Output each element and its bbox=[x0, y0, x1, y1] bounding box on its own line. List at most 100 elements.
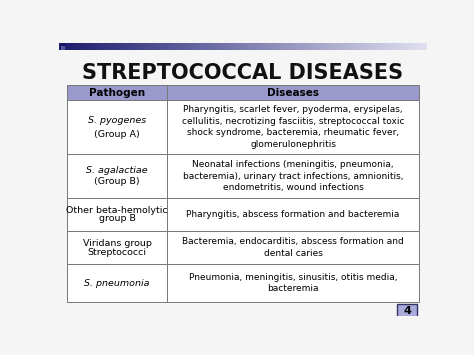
Bar bbox=[320, 41, 323, 50]
Bar bbox=[135, 41, 137, 50]
Bar bbox=[406, 41, 409, 50]
Bar bbox=[384, 41, 387, 50]
Bar bbox=[182, 41, 185, 50]
Bar bbox=[326, 41, 328, 50]
Bar bbox=[67, 264, 167, 302]
Bar bbox=[195, 41, 198, 50]
Bar bbox=[283, 41, 286, 50]
Bar bbox=[167, 100, 419, 154]
Bar bbox=[265, 41, 268, 50]
Bar bbox=[300, 41, 302, 50]
Bar bbox=[67, 100, 167, 154]
Bar bbox=[66, 41, 69, 50]
Bar bbox=[329, 41, 332, 50]
Bar bbox=[322, 41, 325, 50]
Bar bbox=[346, 41, 348, 50]
Bar bbox=[109, 41, 111, 50]
Bar bbox=[359, 41, 361, 50]
Bar bbox=[101, 41, 104, 50]
Bar bbox=[256, 41, 258, 50]
Bar bbox=[61, 41, 64, 50]
Bar bbox=[68, 41, 71, 50]
Bar bbox=[124, 41, 126, 50]
Bar bbox=[82, 41, 84, 50]
Bar bbox=[331, 41, 334, 50]
Bar bbox=[414, 41, 416, 50]
Bar bbox=[291, 41, 293, 50]
Bar bbox=[167, 231, 419, 264]
Bar bbox=[228, 41, 231, 50]
Bar bbox=[179, 41, 181, 50]
Bar bbox=[70, 41, 73, 50]
Bar bbox=[96, 41, 99, 50]
Bar bbox=[133, 41, 136, 50]
Bar bbox=[259, 41, 262, 50]
Bar bbox=[89, 41, 91, 50]
Bar bbox=[287, 41, 290, 50]
Text: Viridans group: Viridans group bbox=[82, 239, 152, 248]
Bar bbox=[156, 41, 159, 50]
Bar bbox=[181, 41, 183, 50]
Bar bbox=[344, 41, 346, 50]
Bar bbox=[164, 41, 166, 50]
Bar bbox=[280, 41, 283, 50]
Bar bbox=[313, 41, 315, 50]
Bar bbox=[72, 41, 75, 50]
Bar bbox=[67, 85, 419, 100]
Text: Pathogen: Pathogen bbox=[89, 88, 145, 98]
Bar bbox=[169, 41, 172, 50]
Bar bbox=[219, 41, 222, 50]
Bar bbox=[357, 41, 359, 50]
Bar bbox=[423, 41, 426, 50]
Bar bbox=[405, 41, 407, 50]
Bar bbox=[67, 231, 167, 264]
Bar bbox=[171, 41, 174, 50]
Text: S. pneumonia: S. pneumonia bbox=[84, 279, 150, 288]
Bar bbox=[184, 41, 187, 50]
Bar bbox=[419, 41, 422, 50]
Bar bbox=[61, 41, 65, 46]
Bar bbox=[338, 41, 341, 50]
Bar bbox=[425, 41, 428, 50]
Text: 4: 4 bbox=[403, 306, 411, 316]
Bar bbox=[80, 41, 82, 50]
Bar bbox=[377, 41, 380, 50]
Bar bbox=[138, 41, 141, 50]
Bar bbox=[193, 41, 196, 50]
Bar bbox=[114, 41, 117, 50]
Bar bbox=[254, 41, 256, 50]
Bar bbox=[167, 264, 419, 302]
Bar bbox=[122, 41, 124, 50]
Bar bbox=[168, 41, 170, 50]
Bar bbox=[416, 41, 418, 50]
Bar bbox=[315, 41, 317, 50]
Bar bbox=[362, 41, 365, 50]
Bar bbox=[98, 41, 100, 50]
Bar bbox=[305, 41, 308, 50]
Bar bbox=[188, 41, 191, 50]
Bar bbox=[177, 41, 180, 50]
Bar bbox=[296, 41, 299, 50]
Bar bbox=[105, 41, 108, 50]
Text: S. pyogenes: S. pyogenes bbox=[88, 116, 146, 125]
Bar bbox=[245, 41, 247, 50]
Bar bbox=[160, 41, 163, 50]
Bar bbox=[418, 41, 420, 50]
Bar bbox=[76, 41, 78, 50]
Bar bbox=[87, 41, 90, 50]
Bar bbox=[140, 41, 143, 50]
Bar bbox=[263, 41, 266, 50]
Bar bbox=[232, 41, 235, 50]
Bar bbox=[146, 41, 148, 50]
Text: Pharyngitis, scarlet fever, pyoderma, erysipelas,
cellulitis, necrotizing fascii: Pharyngitis, scarlet fever, pyoderma, er… bbox=[182, 105, 404, 149]
Bar bbox=[399, 41, 401, 50]
Bar bbox=[349, 41, 352, 50]
Bar bbox=[401, 41, 403, 50]
Bar bbox=[112, 41, 115, 50]
Bar bbox=[190, 41, 192, 50]
Text: STREPTOCOCCAL DISEASES: STREPTOCOCCAL DISEASES bbox=[82, 62, 403, 83]
Bar bbox=[261, 41, 264, 50]
Text: Diseases: Diseases bbox=[267, 88, 319, 98]
Bar bbox=[403, 41, 405, 50]
Bar bbox=[274, 41, 277, 50]
